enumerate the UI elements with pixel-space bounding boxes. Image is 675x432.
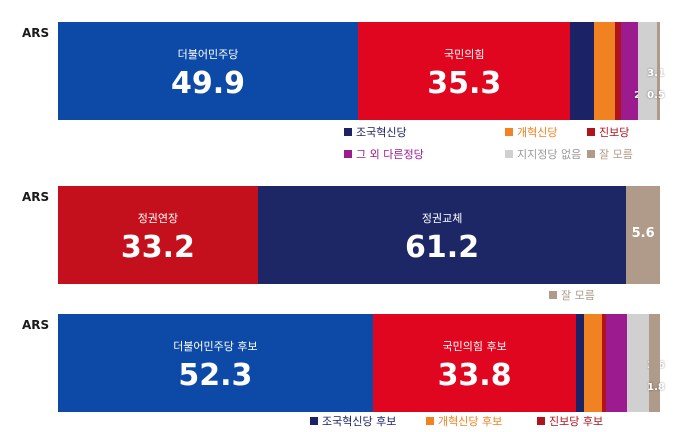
legend-label: 조국혁신당 후보 — [322, 415, 397, 428]
legend-label: 지지정당 없음 — [517, 148, 582, 161]
legend-item: 잘 모름 — [587, 146, 633, 162]
legend-swatch — [587, 128, 595, 136]
segment-value: 33.2 — [120, 230, 195, 265]
bar-segment — [570, 22, 594, 120]
segment-value: 49.9 — [171, 66, 246, 101]
legend-label: 진보당 후보 — [549, 415, 604, 428]
bar-segment — [606, 314, 628, 412]
bar-segment — [602, 314, 607, 412]
bar-segment — [614, 22, 621, 120]
legend-item: 조국혁신당 — [344, 124, 407, 140]
segment-value: 5.6 — [631, 226, 655, 241]
segment-value: 3.1 — [647, 68, 665, 79]
bar-segment — [638, 22, 657, 120]
segment-value: 0.5 — [647, 90, 665, 101]
segment-name: 국민의힘 후보 — [442, 340, 507, 353]
segment-name: 정권교체 — [421, 212, 463, 225]
legend-swatch — [505, 128, 513, 136]
row-label-ars: ARS — [22, 26, 50, 40]
bar-segment — [649, 314, 660, 412]
legend-item: 개혁신당 후보 — [426, 413, 502, 429]
segment-value: 35.3 — [427, 66, 502, 101]
bar-segment — [627, 314, 650, 412]
segment-name: 더불어민주당 후보 — [173, 340, 258, 353]
legend-label: 그 외 다른정당 — [356, 148, 424, 161]
legend-item: 조국혁신당 후보 — [310, 413, 396, 429]
bar-segment: 국민의힘 후보 33.8 — [372, 314, 577, 412]
legend-swatch — [549, 291, 557, 299]
bar-segment: 정권연장 33.2 — [58, 186, 258, 284]
segment-name: 국민의힘 — [443, 48, 485, 61]
legend-label: 개혁신당 후보 — [438, 415, 503, 428]
bar-segment: 국민의힘 35.3 — [358, 22, 571, 120]
legend-item: 잘 모름 — [549, 287, 595, 303]
bar-segment — [593, 22, 615, 120]
legend-swatch — [587, 150, 595, 158]
legend-item: 개혁신당 — [505, 124, 557, 140]
segment-value: 1.8 — [647, 382, 665, 393]
legend-label: 진보당 — [599, 126, 630, 139]
segment-value: 33.8 — [437, 358, 512, 393]
bar-segment: 더불어민주당 49.9 — [58, 22, 359, 120]
legend-swatch — [505, 150, 513, 158]
legend-swatch — [426, 417, 434, 425]
segment-name: 정권연장 — [137, 212, 179, 225]
legend-item: 그 외 다른정당 — [344, 146, 424, 162]
bar-segment — [620, 22, 639, 120]
bar-segment: 정권교체 61.2 — [257, 186, 627, 284]
legend-swatch — [537, 417, 545, 425]
legend-swatch — [310, 417, 318, 425]
stacked-bar-2: 정권연장 33.2 정권교체 61.2 5.6 — [58, 186, 660, 284]
legend-label: 개혁신당 — [517, 126, 558, 139]
legend-label: 잘 모름 — [561, 289, 595, 302]
bar-segment — [576, 314, 584, 412]
segment-value: 52.3 — [178, 358, 253, 393]
legend-swatch — [344, 150, 352, 158]
legend-label: 잘 모름 — [599, 148, 633, 161]
legend-swatch — [344, 128, 352, 136]
bar-segment: 더불어민주당 후보 52.3 — [58, 314, 373, 412]
bar-segment — [583, 314, 603, 412]
legend-item: 지지정당 없음 — [505, 146, 581, 162]
bar-segment — [656, 22, 660, 120]
segment-name: 더불어민주당 — [177, 48, 239, 61]
segment-value: 61.2 — [405, 230, 480, 265]
legend-item: 진보당 후보 — [537, 413, 603, 429]
legend-label: 조국혁신당 — [356, 126, 407, 139]
bar-segment: 5.6 — [626, 186, 660, 284]
legend-item: 진보당 — [587, 124, 629, 140]
row-label-ars: ARS — [22, 190, 50, 204]
row-label-ars: ARS — [22, 318, 50, 332]
